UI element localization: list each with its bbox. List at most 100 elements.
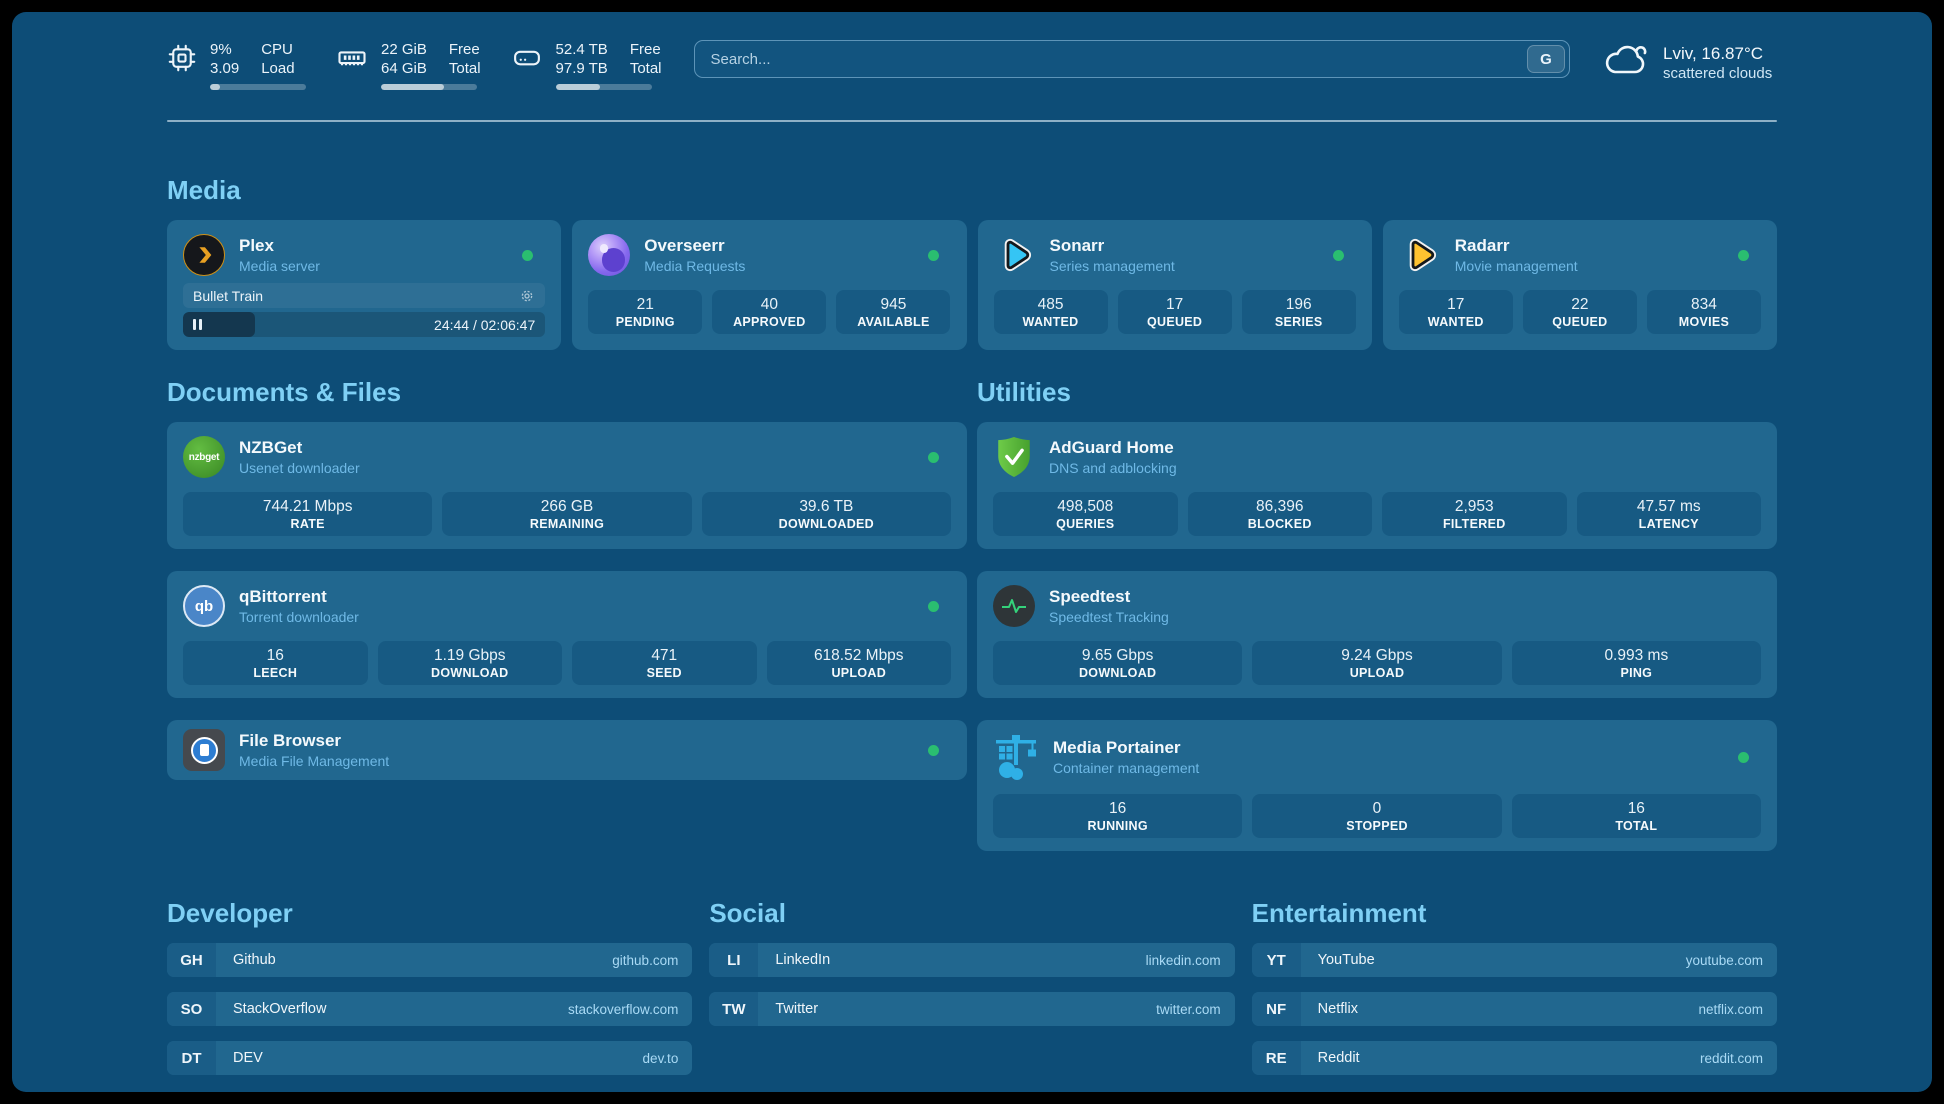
stat-value: 39.6 TB [799, 497, 854, 515]
memory-free-label: Free [448, 41, 480, 58]
disk-icon-svg [513, 50, 540, 66]
bookmark-netflix[interactable]: NF Netflix netflix.com [1251, 992, 1777, 1026]
cpu-load-value: 3.09 [210, 60, 240, 77]
bookmarks-grid: Developer GH Github github.com SO StackO… [167, 897, 1777, 1075]
speedtest-icon [993, 585, 1035, 627]
app-card-qbittorrent[interactable]: qb qBittorrent Torrent downloader 16 [167, 571, 967, 698]
dashboard-window: 9% 3.09 CPU Load [12, 12, 1932, 1092]
stat-value: 485 [1037, 295, 1064, 313]
memory-free-value: 22 GiB [381, 41, 427, 58]
bookmark-name: LinkedIn [775, 952, 831, 968]
app-card-sonarr[interactable]: Sonarr Series management 485 WANTED 17 Q… [977, 220, 1372, 350]
bookmark-reddit[interactable]: RE Reddit reddit.com [1251, 1041, 1777, 1075]
memory-total-label: Total [448, 60, 481, 77]
overseerr-icon [588, 234, 631, 276]
bookmark-youtube[interactable]: YT YouTube youtube.com [1251, 943, 1777, 977]
app-title: Plex [239, 236, 274, 255]
statbox-queued: 22 QUEUED [1522, 290, 1637, 334]
section-title-documents: Documents & Files [167, 377, 402, 407]
stat-label: QUERIES [1056, 516, 1115, 531]
stat-value: 17 [1447, 295, 1465, 313]
section-title-utilities: Utilities [977, 377, 1071, 407]
cpu-icon [167, 43, 197, 90]
radarr-icon [1399, 234, 1441, 276]
nzbget-icon-text: nzbget [188, 451, 220, 463]
app-meta: qBittorrent Torrent downloader [239, 586, 359, 626]
radarr-icon-svg [1409, 238, 1436, 272]
search-provider-button[interactable]: G [1527, 45, 1565, 73]
header-divider [167, 120, 1777, 122]
stat-label: STOPPED [1346, 818, 1408, 833]
card-header: Overseerr Media Requests [588, 233, 950, 277]
system-stats: 9% 3.09 CPU Load [167, 40, 662, 90]
media-grid: Plex Media server Bullet Train [167, 220, 1777, 350]
stat-value: 40 [760, 295, 778, 313]
bookmark-url: stackoverflow.com [568, 1001, 679, 1017]
stat-value: 266 GB [540, 497, 594, 515]
memory-icon-svg [338, 51, 366, 66]
app-card-nzbget[interactable]: nzbget NZBGet Usenet downloader 744.21 M… [167, 422, 967, 549]
app-subtitle: Torrent downloader [239, 609, 359, 625]
statbox-rate: 744.21 Mbps RATE [183, 492, 433, 536]
app-subtitle: Media server [239, 258, 320, 274]
bookmark-name: DEV [233, 1050, 263, 1066]
bookmark-abbr: LI [709, 943, 759, 977]
gear-icon[interactable] [519, 288, 535, 304]
statbox-download: 1.19 Gbps DOWNLOAD [377, 641, 562, 685]
app-title: Radarr [1454, 236, 1510, 255]
statbox-blocked: 86,396 BLOCKED [1187, 492, 1372, 536]
app-card-overseerr[interactable]: Overseerr Media Requests 21 PENDING 40 A… [572, 220, 967, 350]
bookmark-github[interactable]: GH Github github.com [167, 943, 693, 977]
app-title: Speedtest [1049, 587, 1131, 606]
app-meta: Speedtest Speedtest Tracking [1049, 586, 1169, 626]
statbox-seed: 471 SEED [572, 641, 757, 685]
stat-value: 834 [1691, 295, 1717, 313]
memory-stat-body: 22 GiB 64 GiB Free Total [381, 40, 481, 90]
stat-value: 0.993 ms [1604, 646, 1669, 664]
bookmark-twitter[interactable]: TW Twitter twitter.com [709, 992, 1235, 1026]
weather-widget: Lviv, 16.87°C scattered clouds [1602, 40, 1777, 85]
statbox-download: 9.65 Gbps DOWNLOAD [993, 641, 1243, 685]
cpu-progress-bar [210, 84, 306, 90]
bookmark-url: youtube.com [1685, 952, 1763, 968]
top-bar: 9% 3.09 CPU Load [167, 40, 1777, 90]
now-playing-row: Bullet Train [183, 283, 546, 308]
stat-value: 16 [1109, 799, 1127, 817]
app-card-speedtest[interactable]: Speedtest Speedtest Tracking 9.65 Gbps D… [977, 571, 1777, 698]
disk-free-label: Free [629, 41, 661, 58]
app-meta: Overseerr Media Requests [644, 235, 745, 275]
app-card-adguard[interactable]: AdGuard Home DNS and adblocking 498,508 … [977, 422, 1777, 549]
bookmark-linkedin[interactable]: LI LinkedIn linkedin.com [709, 943, 1235, 977]
developer-bookmarks: GH Github github.com SO StackOverflow st… [167, 943, 693, 1075]
now-playing-title: Bullet Train [193, 287, 264, 304]
app-title: Overseerr [644, 236, 725, 255]
section-title-media: Media [167, 175, 241, 205]
status-dot [522, 249, 534, 261]
app-meta: File Browser Media File Management [239, 730, 389, 770]
disk-total-label: Total [629, 60, 662, 77]
search-input[interactable] [693, 40, 1570, 78]
bookmark-stackoverflow[interactable]: SO StackOverflow stackoverflow.com [167, 992, 693, 1026]
app-card-portainer[interactable]: Media Portainer Container management 16 … [977, 720, 1777, 851]
app-card-radarr[interactable]: Radarr Movie management 17 WANTED 22 QUE… [1382, 220, 1777, 350]
bookmark-abbr: GH [167, 943, 216, 977]
disk-stat-body: 52.4 TB 97.9 TB Free Total [555, 40, 662, 90]
status-dot [1738, 751, 1749, 763]
app-meta: Sonarr Series management [1050, 235, 1175, 275]
social-bookmarks: LI LinkedIn linkedin.com TW Twitter twit… [709, 943, 1235, 1026]
plex-now-playing-widget: Bullet Train 24:44 / 02:06:47 [183, 283, 546, 337]
stat-value: 9.24 Gbps [1341, 646, 1413, 664]
bookmark-name: YouTube [1317, 952, 1375, 968]
stat-label: DOWNLOAD [1078, 665, 1157, 680]
status-dot [927, 249, 939, 261]
bookmark-dev[interactable]: DT DEV dev.to [167, 1041, 693, 1075]
statbox-remaining: 266 GB REMAINING [442, 492, 692, 536]
bookmark-abbr: YT [1251, 943, 1301, 977]
statbox-movies: 834 MOVIES [1646, 290, 1761, 334]
app-card-filebrowser[interactable]: File Browser Media File Management [167, 720, 967, 780]
app-title: NZBGet [239, 438, 303, 457]
app-card-plex[interactable]: Plex Media server Bullet Train [167, 220, 562, 350]
utilities-column: Utilities [977, 376, 1777, 851]
statbox-approved: 40 APPROVED [712, 290, 827, 334]
stat-value: 1.19 Gbps [433, 646, 506, 664]
